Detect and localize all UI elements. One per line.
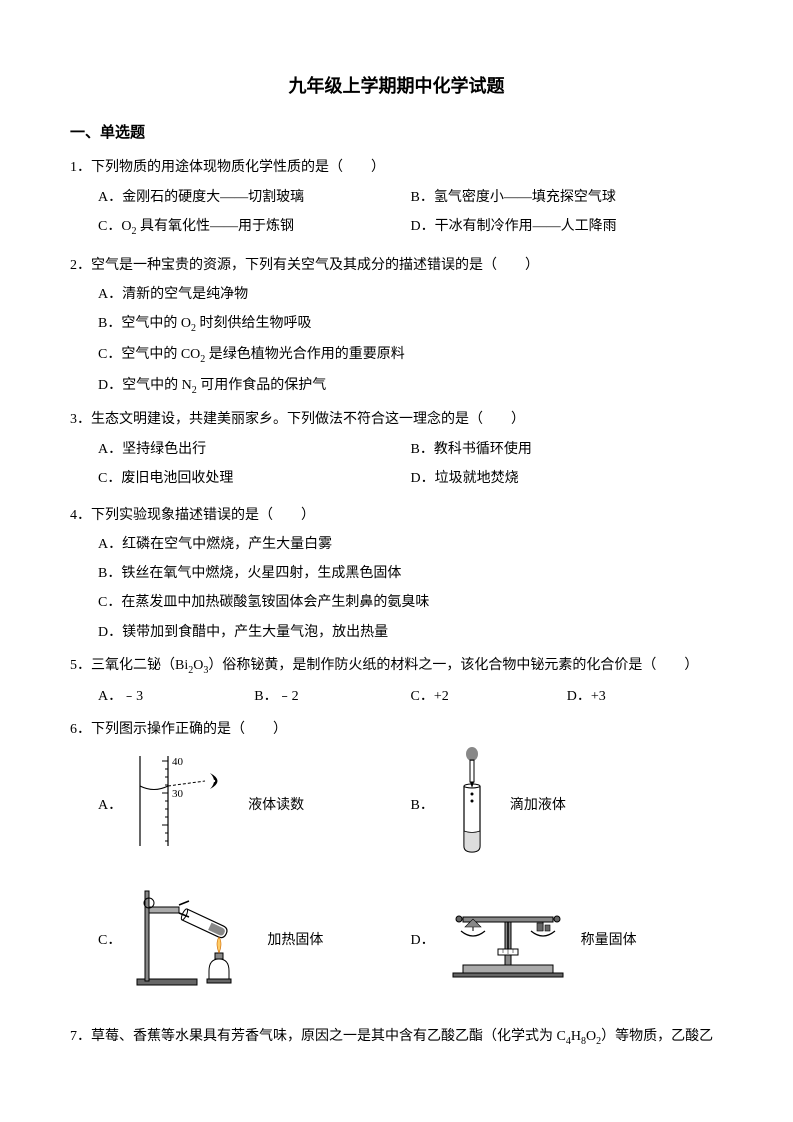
q5-options: A．﹣3 B．﹣2 C．+2 D．+3 bbox=[70, 684, 723, 709]
q2-opt-a: A．清新的空气是纯净物 bbox=[98, 282, 723, 307]
q6-a-letter: A． bbox=[98, 793, 122, 818]
question-5: 5．三氧化二铋（Bi2O3）俗称铋黄，是制作防火纸的材料之一，该化合物中铋元素的… bbox=[70, 653, 723, 709]
q4-options: A．红磷在空气中燃烧，产生大量白雾 B．铁丝在氧气中燃烧，火星四射，生成黑色固体… bbox=[70, 532, 723, 645]
q4-opt-a: A．红磷在空气中燃烧，产生大量白雾 bbox=[98, 532, 723, 557]
q5-opt-c: C．+2 bbox=[411, 684, 567, 709]
q4-opt-c: C．在蒸发皿中加热碳酸氢铵固体会产生刺鼻的氨臭味 bbox=[98, 590, 723, 615]
q2-b-pre: B．空气中的 O bbox=[98, 316, 191, 331]
q6-opt-c: C． bbox=[98, 881, 411, 1000]
q3-number: 3． bbox=[70, 412, 91, 427]
q1-opt-b: B．氢气密度小——填充探空气球 bbox=[411, 185, 724, 210]
q7-number: 7． bbox=[70, 1029, 91, 1044]
question-6: 6．下列图示操作正确的是（ ） A． 40 bbox=[70, 717, 723, 1017]
q2-opt-d: D．空气中的 N2 可用作食品的保护气 bbox=[98, 373, 723, 400]
q4-opt-d: D．镁带加到食醋中，产生大量气泡，放出热量 bbox=[98, 620, 723, 645]
q2-opt-b: B．空气中的 O2 时刻供给生物呼吸 bbox=[98, 311, 723, 338]
exam-page: 九年级上学期期中化学试题 一、单选题 1．下列物质的用途体现物质化学性质的是（ … bbox=[0, 0, 793, 1122]
tick-40: 40 bbox=[172, 756, 184, 768]
q6-d-letter: D． bbox=[411, 928, 435, 953]
q6-number: 6． bbox=[70, 722, 91, 737]
q4-stem: 4．下列实验现象描述错误的是（ ） bbox=[70, 503, 723, 528]
q2-d-post: 可用作食品的保护气 bbox=[197, 378, 327, 393]
q6-blank: （ ） bbox=[231, 722, 287, 737]
q3-opt-a: A．坚持绿色出行 bbox=[98, 437, 411, 462]
q2-text: 空气是一种宝贵的资源，下列有关空气及其成分的描述错误的是 bbox=[91, 258, 483, 273]
q6-opt-a: A． 40 30 bbox=[98, 746, 411, 865]
q1-options: A．金刚石的硬度大——切割玻璃 B．氢气密度小——填充探空气球 C．O2 具有氧… bbox=[70, 185, 723, 245]
q3-opt-d: D．垃圾就地焚烧 bbox=[411, 466, 724, 491]
q5-opt-d: D．+3 bbox=[567, 684, 723, 709]
q3-blank: （ ） bbox=[469, 412, 525, 427]
question-2: 2．空气是一种宝贵的资源，下列有关空气及其成分的描述错误的是（ ） A．清新的空… bbox=[70, 253, 723, 400]
q2-blank: （ ） bbox=[483, 258, 539, 273]
q5-opt-b: B．﹣2 bbox=[254, 684, 410, 709]
q2-c-pre: C．空气中的 CO bbox=[98, 347, 200, 362]
q1-stem: 1．下列物质的用途体现物质化学性质的是（ ） bbox=[70, 155, 723, 180]
q7-post: ）等物质，乙酸乙 bbox=[601, 1029, 713, 1044]
q1-opt-c: C．O2 具有氧化性——用于炼钢 bbox=[98, 214, 411, 241]
balance-scale-icon bbox=[443, 891, 573, 990]
q6-stem: 6．下列图示操作正确的是（ ） bbox=[70, 717, 723, 742]
graduated-cylinder-icon: 40 30 bbox=[130, 751, 240, 860]
q2-d-pre: D．空气中的 N bbox=[98, 378, 192, 393]
q1-text: 下列物质的用途体现物质化学性质的是 bbox=[91, 160, 329, 175]
q6-options: A． 40 30 bbox=[70, 746, 723, 1016]
question-3: 3．生态文明建设，共建美丽家乡。下列做法不符合这一理念的是（ ） A．坚持绿色出… bbox=[70, 407, 723, 495]
tick-30: 30 bbox=[172, 788, 184, 800]
q3-opt-c: C．废旧电池回收处理 bbox=[98, 466, 411, 491]
q5-blank: （ ） bbox=[642, 658, 698, 673]
q1-opt-d: D．干冰有制冷作用——人工降雨 bbox=[411, 214, 724, 241]
q4-opt-b: B．铁丝在氧气中燃烧，火星四射，生成黑色固体 bbox=[98, 561, 723, 586]
question-7: 7．草莓、香蕉等水果具有芳香气味，原因之一是其中含有乙酸乙酯（化学式为 C4H8… bbox=[70, 1024, 723, 1051]
q7-pre: 草莓、香蕉等水果具有芳香气味，原因之一是其中含有乙酸乙酯（化学式为 C bbox=[91, 1029, 566, 1044]
q6-b-caption: 滴加液体 bbox=[510, 793, 566, 818]
q3-opt-b: B．教科书循环使用 bbox=[411, 437, 724, 462]
q7-stem: 7．草莓、香蕉等水果具有芳香气味，原因之一是其中含有乙酸乙酯（化学式为 C4H8… bbox=[70, 1024, 723, 1051]
q7-mid1: H bbox=[571, 1029, 581, 1044]
q6-b-letter: B． bbox=[411, 793, 434, 818]
q3-stem: 3．生态文明建设，共建美丽家乡。下列做法不符合这一理念的是（ ） bbox=[70, 407, 723, 432]
q1-c-pre: C．O bbox=[98, 219, 131, 234]
q6-opt-b: B． 滴加液体 bbox=[411, 746, 724, 865]
q6-opt-d: D． bbox=[411, 881, 724, 1000]
q1-number: 1． bbox=[70, 160, 91, 175]
q1-blank: （ ） bbox=[329, 160, 385, 175]
q5-number: 5． bbox=[70, 658, 91, 673]
q3-options: A．坚持绿色出行 B．教科书循环使用 C．废旧电池回收处理 D．垃圾就地焚烧 bbox=[70, 437, 723, 495]
question-4: 4．下列实验现象描述错误的是（ ） A．红磷在空气中燃烧，产生大量白雾 B．铁丝… bbox=[70, 503, 723, 645]
q5-opt-a: A．﹣3 bbox=[98, 684, 254, 709]
q5-mid: O bbox=[193, 658, 203, 673]
q4-text: 下列实验现象描述错误的是 bbox=[91, 508, 259, 523]
q6-c-caption: 加热固体 bbox=[267, 928, 323, 953]
section-heading-1: 一、单选题 bbox=[70, 120, 723, 147]
q3-text: 生态文明建设，共建美丽家乡。下列做法不符合这一理念的是 bbox=[91, 412, 469, 427]
q1-opt-a: A．金刚石的硬度大——切割玻璃 bbox=[98, 185, 411, 210]
q4-blank: （ ） bbox=[259, 508, 315, 523]
q1-c-post: 具有氧化性——用于炼钢 bbox=[136, 219, 294, 234]
q2-number: 2． bbox=[70, 258, 91, 273]
heating-stand-icon bbox=[129, 881, 259, 1000]
q6-text: 下列图示操作正确的是 bbox=[91, 722, 231, 737]
q6-d-caption: 称量固体 bbox=[581, 928, 637, 953]
page-title: 九年级上学期期中化学试题 bbox=[70, 70, 723, 102]
q6-c-letter: C． bbox=[98, 928, 121, 953]
q5-stem: 5．三氧化二铋（Bi2O3）俗称铋黄，是制作防火纸的材料之一，该化合物中铋元素的… bbox=[70, 653, 723, 680]
q7-mid2: O bbox=[586, 1029, 596, 1044]
q5-pre: 三氧化二铋（Bi bbox=[91, 658, 188, 673]
q4-number: 4． bbox=[70, 508, 91, 523]
q6-a-caption: 液体读数 bbox=[248, 793, 304, 818]
question-1: 1．下列物质的用途体现物质化学性质的是（ ） A．金刚石的硬度大——切割玻璃 B… bbox=[70, 155, 723, 244]
dropper-testtube-icon bbox=[442, 746, 502, 865]
q2-b-post: 时刻供给生物呼吸 bbox=[196, 316, 312, 331]
q2-opt-c: C．空气中的 CO2 是绿色植物光合作用的重要原料 bbox=[98, 342, 723, 369]
q5-post: ）俗称铋黄，是制作防火纸的材料之一，该化合物中铋元素的化合价是 bbox=[208, 658, 642, 673]
q2-options: A．清新的空气是纯净物 B．空气中的 O2 时刻供给生物呼吸 C．空气中的 CO… bbox=[70, 282, 723, 400]
q2-c-post: 是绿色植物光合作用的重要原料 bbox=[205, 347, 405, 362]
q2-stem: 2．空气是一种宝贵的资源，下列有关空气及其成分的描述错误的是（ ） bbox=[70, 253, 723, 278]
